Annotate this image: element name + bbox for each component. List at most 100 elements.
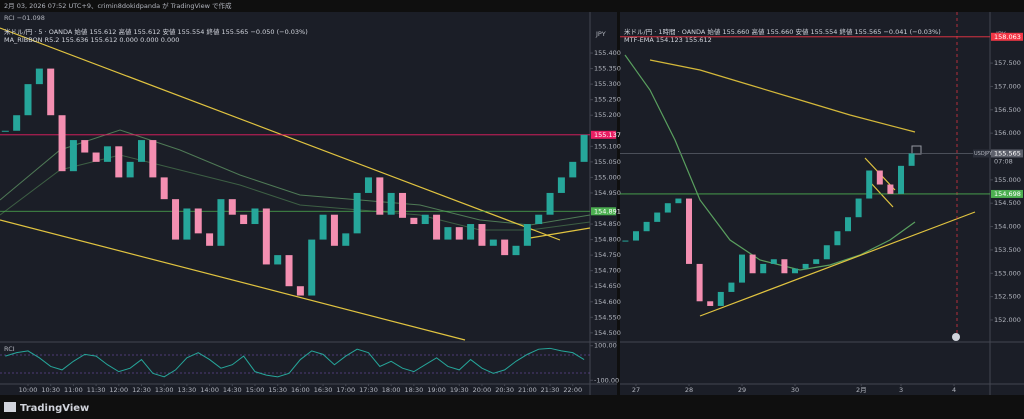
candle: [376, 177, 384, 215]
rci-tick-label: 100.00: [594, 342, 617, 350]
candle: [654, 212, 661, 222]
x-tick-label: 11:30: [87, 386, 106, 394]
candle: [217, 199, 225, 246]
candle: [274, 255, 282, 265]
candle: [330, 214, 338, 246]
legend-text: MA_RIBBON R5.2 155.636 155.612 0.000 0.0…: [4, 36, 179, 44]
candle: [35, 68, 43, 85]
left-panel: [0, 12, 617, 395]
candle: [103, 146, 111, 162]
candle: [523, 224, 531, 246]
price-label-box: [591, 130, 616, 139]
y-tick-label: 154.600: [594, 298, 621, 306]
candle: [834, 231, 841, 246]
candle: [149, 140, 157, 178]
y-tick-label: 154.500: [994, 199, 1021, 207]
x-tick-label: 21:00: [518, 386, 537, 394]
y-tick-label: 153.000: [994, 269, 1021, 277]
candle: [501, 239, 509, 256]
y-tick-label: 155.000: [994, 176, 1021, 184]
x-tick-label: 27: [632, 386, 640, 394]
price-label-box: [991, 149, 1023, 158]
candle: [489, 239, 497, 246]
candle: [137, 140, 145, 162]
x-tick-label: 4: [952, 386, 956, 394]
candle: [172, 199, 180, 240]
price-label: 154.891: [594, 207, 621, 215]
y-tick-label: 155.050: [594, 158, 621, 166]
rci-tick-label: -100.00: [594, 376, 619, 384]
candle: [183, 208, 191, 240]
x-tick-label: 29: [738, 386, 746, 394]
candle: [47, 68, 55, 116]
candle: [421, 214, 429, 225]
y-tick-label: 153.500: [994, 246, 1021, 254]
legend-text: MTF-EMA 154.123 155.612: [624, 36, 712, 44]
logo-text: TradingView: [20, 403, 89, 414]
y-tick-label: 155.250: [594, 96, 621, 104]
candle: [908, 153, 915, 166]
candle: [13, 115, 21, 131]
candle: [319, 214, 327, 240]
candle: [546, 192, 554, 215]
legend-text: 米ドル/円 · 1時間 · OANDA 始値 155.660 高値 155.66…: [624, 27, 941, 36]
x-tick-label: 19:30: [450, 386, 469, 394]
price-label-box: [591, 207, 616, 216]
candle: [353, 192, 361, 234]
candle: [580, 134, 588, 162]
candle: [569, 161, 577, 178]
candle: [845, 217, 852, 232]
y-tick-label: 152.000: [994, 316, 1021, 324]
candle: [622, 240, 629, 242]
y-tick-label: 157.500: [994, 59, 1021, 67]
candle: [399, 192, 407, 218]
candle: [535, 214, 543, 225]
x-tick-label: 14:30: [223, 386, 242, 394]
candle: [387, 192, 395, 215]
x-tick-label: 10:30: [41, 386, 60, 394]
candle: [813, 259, 820, 264]
header: 2月 03, 2026 07:52 UTC+9、crimin8dokidpand…: [4, 1, 232, 10]
x-tick-label: 13:00: [155, 386, 174, 394]
x-tick-label: 12:00: [109, 386, 128, 394]
flag-line: [869, 181, 894, 208]
x-tick-label: 19:00: [427, 386, 446, 394]
price-label: 158.063: [994, 33, 1021, 41]
right-panel: [620, 12, 1024, 395]
x-tick-label: 17:30: [359, 386, 378, 394]
price-label: 155.137: [594, 131, 621, 139]
candle: [433, 214, 441, 240]
candle: [770, 259, 777, 264]
x-tick-label: 20:00: [473, 386, 492, 394]
candle: [81, 140, 89, 153]
x-tick-label: 11:00: [64, 386, 83, 394]
cursor-box: [911, 145, 922, 155]
event-icon[interactable]: [952, 333, 960, 341]
price-label: 154.698: [994, 190, 1021, 198]
candle: [802, 263, 809, 269]
candle: [696, 263, 703, 302]
y-tick-label: 157.000: [994, 82, 1021, 90]
candle: [364, 177, 372, 193]
price-label: 155.565: [994, 149, 1021, 157]
trend-line: [699, 211, 976, 317]
y-tick-label: 152.500: [994, 293, 1021, 301]
y-tick-label: 155.400: [594, 49, 621, 57]
trend-line: [0, 219, 466, 341]
candle: [707, 301, 714, 306]
x-tick-label: 10:00: [19, 386, 38, 394]
trend-line: [529, 227, 591, 239]
candle: [760, 263, 767, 274]
y-tick-label: 156.000: [994, 129, 1021, 137]
candle: [478, 224, 486, 246]
candle: [855, 198, 862, 218]
ema-line: [624, 54, 916, 271]
currency: JPY: [595, 30, 606, 38]
ma-ribbon: [0, 129, 591, 226]
candle: [58, 115, 66, 172]
candle: [686, 198, 693, 264]
y-tick-label: 154.750: [594, 251, 621, 259]
candle: [664, 203, 671, 213]
x-tick-label: 21:30: [541, 386, 560, 394]
y-tick-label: 155.100: [594, 142, 621, 150]
